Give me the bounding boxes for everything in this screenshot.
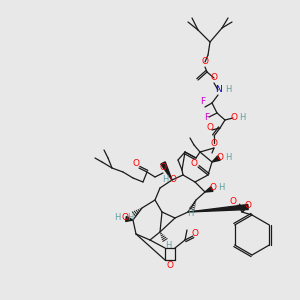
Text: O: O	[160, 164, 167, 172]
Text: O: O	[211, 139, 218, 148]
Text: H: H	[218, 184, 224, 193]
Text: H: H	[239, 113, 245, 122]
Polygon shape	[126, 217, 133, 221]
Polygon shape	[161, 162, 172, 180]
Text: O: O	[217, 152, 224, 161]
Text: H: H	[187, 209, 193, 218]
Text: F: F	[204, 113, 210, 122]
Polygon shape	[205, 187, 213, 192]
Text: O: O	[167, 260, 173, 269]
Text: O: O	[190, 158, 197, 167]
Text: H: H	[165, 241, 171, 250]
Text: O: O	[206, 124, 214, 133]
Polygon shape	[212, 156, 220, 162]
Text: H: H	[114, 214, 120, 223]
Text: H: H	[225, 85, 231, 94]
Text: O: O	[191, 229, 199, 238]
Text: O: O	[211, 74, 218, 82]
Text: O: O	[209, 184, 217, 193]
Text: F: F	[200, 98, 206, 106]
Text: O: O	[122, 214, 128, 223]
Text: O: O	[202, 58, 208, 67]
Text: H: H	[127, 214, 133, 223]
Text: H: H	[162, 175, 168, 184]
Text: H: H	[225, 152, 231, 161]
Text: N: N	[214, 85, 221, 94]
Text: O: O	[230, 197, 236, 206]
Text: O: O	[133, 160, 140, 169]
Text: O: O	[230, 113, 238, 122]
Polygon shape	[188, 205, 248, 212]
Text: O: O	[244, 200, 251, 209]
Text: O: O	[169, 175, 176, 184]
